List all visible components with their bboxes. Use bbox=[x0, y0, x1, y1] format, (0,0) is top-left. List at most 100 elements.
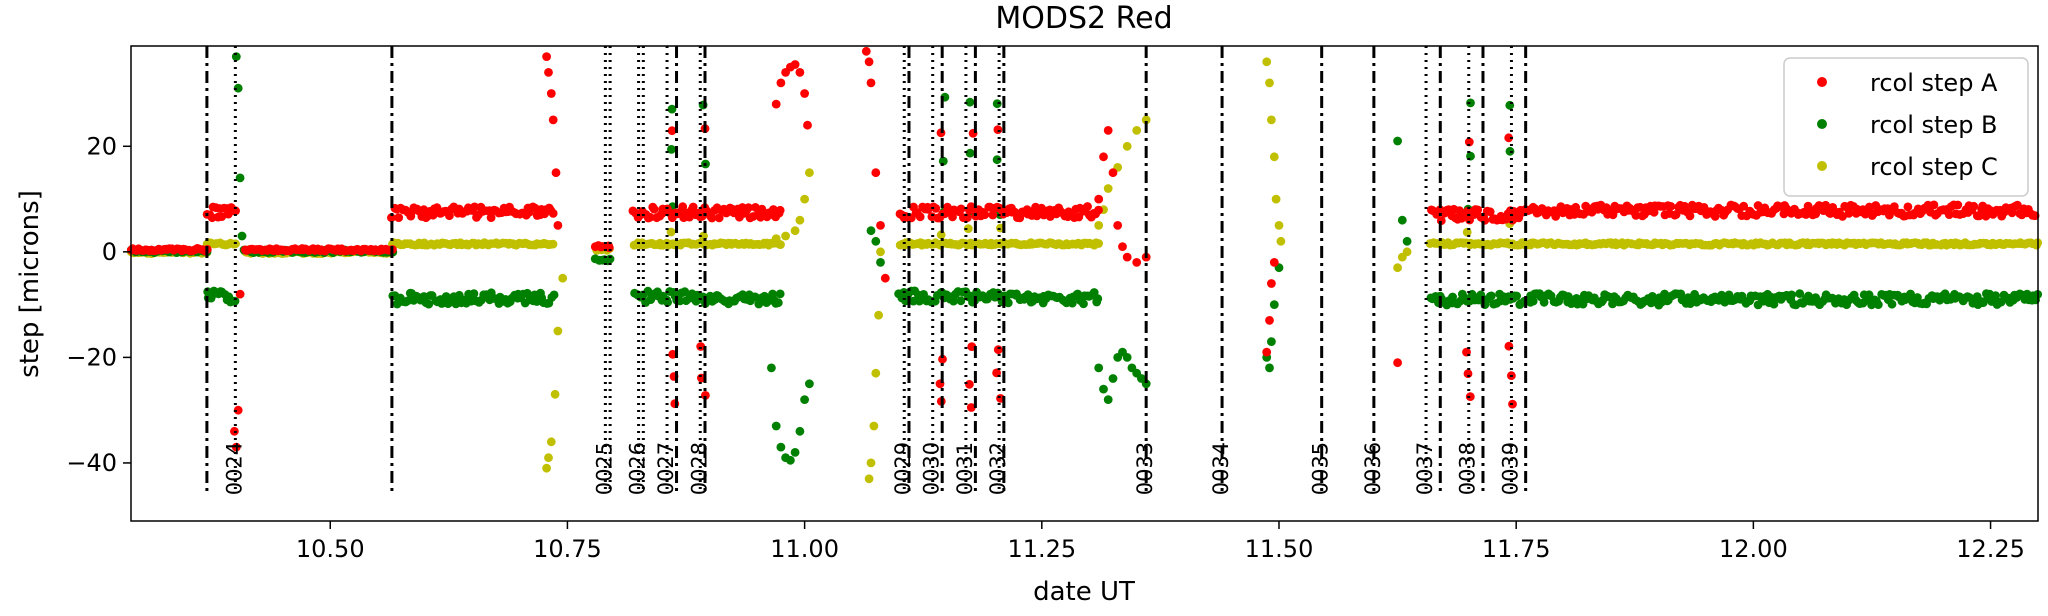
data-point bbox=[1528, 296, 1538, 306]
data-point bbox=[230, 296, 240, 306]
data-point bbox=[1739, 201, 1749, 211]
data-point bbox=[800, 395, 809, 404]
data-point bbox=[767, 363, 776, 373]
run-marker-label: 0032 bbox=[986, 442, 1010, 495]
data-point bbox=[1265, 316, 1274, 325]
data-point bbox=[1074, 212, 1084, 222]
data-point bbox=[1094, 239, 1103, 248]
data-point bbox=[1539, 297, 1549, 307]
data-point bbox=[1122, 252, 1132, 262]
data-point bbox=[1267, 279, 1276, 288]
data-point bbox=[1991, 291, 2000, 301]
data-point bbox=[1122, 141, 1132, 151]
data-point bbox=[866, 78, 876, 88]
run-marker-label: 0033 bbox=[1133, 442, 1157, 495]
data-point bbox=[553, 326, 563, 336]
data-point bbox=[688, 202, 698, 212]
run-marker-label: 0036 bbox=[1361, 442, 1385, 495]
run-marker-label: 0031 bbox=[953, 442, 977, 495]
data-point bbox=[966, 403, 976, 412]
series-c-points bbox=[126, 57, 2043, 484]
data-point bbox=[666, 227, 676, 237]
data-point bbox=[864, 474, 874, 484]
legend-marker bbox=[1817, 77, 1827, 87]
legend-label: rcol step B bbox=[1870, 111, 1998, 139]
data-point bbox=[1262, 57, 1272, 67]
run-marker-label: 0038 bbox=[1456, 442, 1480, 495]
data-point bbox=[965, 97, 975, 107]
legend: rcol step A rcol step B rcol step C bbox=[1783, 57, 2029, 197]
data-point bbox=[1094, 221, 1104, 230]
data-point bbox=[1821, 200, 1831, 210]
data-point bbox=[803, 120, 812, 130]
data-point bbox=[678, 202, 688, 212]
scatter-points bbox=[126, 46, 2043, 484]
data-point bbox=[394, 213, 404, 223]
data-point bbox=[701, 391, 710, 400]
run-marker-label: 0035 bbox=[1309, 442, 1333, 495]
data-point bbox=[1787, 290, 1796, 300]
run-marker-label: 0034 bbox=[1209, 442, 1233, 495]
data-point bbox=[876, 221, 885, 230]
legend-marker bbox=[1817, 119, 1827, 129]
data-point bbox=[786, 455, 795, 465]
data-point bbox=[771, 99, 781, 109]
data-point bbox=[1269, 300, 1279, 309]
data-point bbox=[861, 46, 871, 56]
x-tick-label: 11.00 bbox=[770, 535, 839, 563]
data-point bbox=[1108, 168, 1118, 178]
data-point bbox=[956, 204, 966, 214]
data-point bbox=[1685, 211, 1695, 221]
legend-box bbox=[1783, 57, 2029, 197]
data-point bbox=[1795, 289, 1805, 298]
y-axis: −40 −20 0 20 bbox=[66, 132, 131, 477]
x-axis-label: date UT bbox=[1033, 577, 1135, 607]
data-point bbox=[546, 437, 556, 447]
data-point bbox=[992, 155, 1002, 165]
data-point bbox=[1844, 209, 1854, 218]
data-point bbox=[424, 299, 434, 309]
data-point bbox=[470, 202, 479, 212]
data-point bbox=[963, 224, 973, 234]
legend-label: rcol step A bbox=[1870, 69, 1998, 97]
data-point bbox=[805, 379, 814, 389]
data-point bbox=[1099, 152, 1108, 162]
data-point bbox=[469, 289, 479, 298]
data-point bbox=[931, 204, 941, 213]
data-point bbox=[871, 368, 881, 378]
data-point bbox=[800, 89, 809, 98]
data-point bbox=[775, 289, 785, 299]
data-point bbox=[680, 287, 690, 297]
data-point bbox=[866, 458, 876, 468]
data-point bbox=[1473, 205, 1483, 215]
data-point bbox=[605, 254, 615, 264]
data-point bbox=[1269, 152, 1279, 162]
data-point bbox=[1485, 207, 1495, 217]
data-point bbox=[667, 126, 677, 136]
data-point bbox=[1504, 133, 1514, 143]
data-point bbox=[445, 211, 454, 221]
data-point bbox=[1563, 292, 1573, 301]
data-point bbox=[965, 148, 975, 158]
run-marker-label: 0024 bbox=[222, 442, 246, 495]
data-point bbox=[237, 231, 247, 241]
data-point bbox=[544, 453, 553, 463]
data-point bbox=[231, 442, 241, 452]
plot-frame bbox=[130, 45, 2039, 522]
run-marker-label: 0027 bbox=[654, 442, 678, 495]
data-point bbox=[542, 52, 551, 61]
data-point bbox=[1003, 298, 1013, 308]
data-point bbox=[1929, 200, 1939, 210]
data-point bbox=[1753, 201, 1763, 210]
data-point bbox=[1274, 221, 1284, 230]
data-point bbox=[980, 210, 990, 220]
data-point bbox=[805, 168, 814, 178]
data-point bbox=[1262, 347, 1272, 357]
data-point bbox=[548, 209, 558, 218]
x-axis: 10.50 10.75 11.00 11.25 11.50 11.75 12.00 12.25 bbox=[296, 521, 2025, 563]
data-point bbox=[956, 296, 966, 306]
data-point bbox=[551, 168, 561, 178]
data-point bbox=[1873, 300, 1883, 309]
data-point bbox=[744, 203, 753, 213]
data-point bbox=[1464, 137, 1474, 147]
